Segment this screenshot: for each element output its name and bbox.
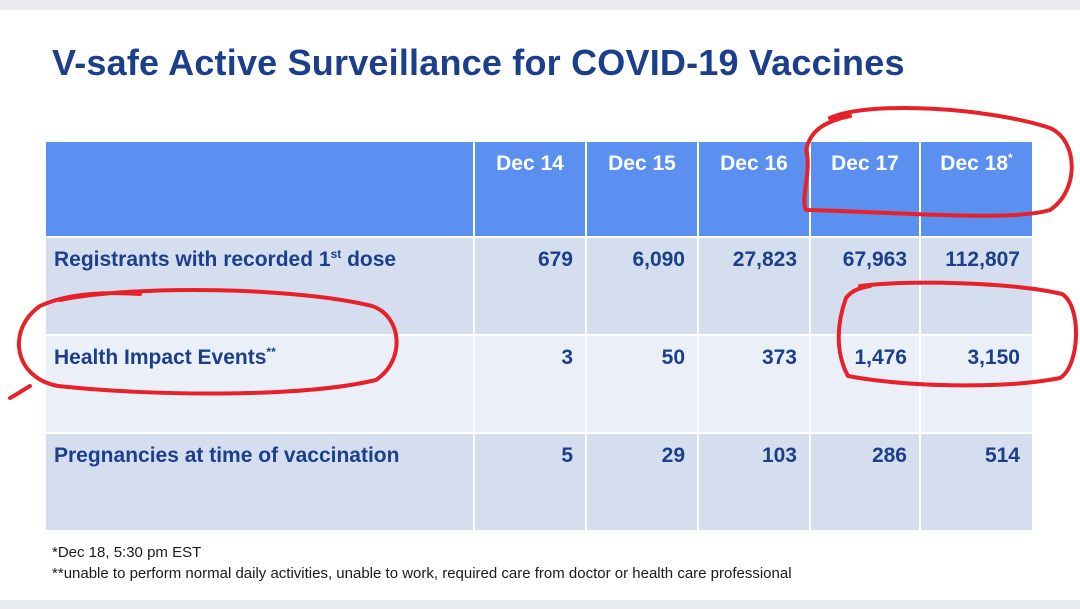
row-label-pregnancies: Pregnancies at time of vaccination — [46, 433, 475, 532]
header-corner-cell — [46, 142, 475, 238]
cell-pregnancies-dec-17: 286 — [810, 433, 921, 532]
cell-pregnancies-dec-16: 103 — [698, 433, 811, 532]
cell-registrants-dec-16: 27,823 — [698, 237, 811, 336]
row-pregnancies: Pregnancies at time of vaccination 5 29 … — [46, 433, 1032, 532]
cell-health-impact-dec-16: 373 — [698, 335, 811, 434]
cell-health-impact-dec-15: 50 — [586, 335, 699, 434]
cell-health-impact-dec-14: 3 — [474, 335, 587, 434]
header-dec-16: Dec 16 — [698, 142, 811, 238]
footnotes: *Dec 18, 5:30 pm EST **unable to perform… — [52, 542, 792, 584]
cell-registrants-dec-17: 67,963 — [810, 237, 921, 336]
header-row: Dec 14 Dec 15 Dec 16 Dec 17 Dec 18* — [46, 142, 1032, 238]
header-dec-14: Dec 14 — [474, 142, 587, 238]
slide: V-safe Active Surveillance for COVID-19 … — [0, 10, 1080, 600]
footnote-health-impact: **unable to perform normal daily activit… — [52, 565, 792, 582]
cell-health-impact-dec-17: 1,476 — [810, 335, 921, 434]
cell-registrants-dec-18: 112,807 — [920, 237, 1032, 336]
cell-registrants-dec-15: 6,090 — [586, 237, 699, 336]
cell-pregnancies-dec-14: 5 — [474, 433, 587, 532]
header-dec-15: Dec 15 — [586, 142, 699, 238]
row-label-registrants: Registrants with recorded 1st dose — [46, 237, 475, 336]
row-health-impact-events: Health Impact Events** 3 50 373 1,476 3,… — [46, 335, 1032, 434]
surveillance-table: Dec 14 Dec 15 Dec 16 Dec 17 Dec 18* Regi… — [46, 142, 1032, 532]
cell-registrants-dec-14: 679 — [474, 237, 587, 336]
row-label-health-impact-events: Health Impact Events** — [46, 335, 475, 434]
cell-health-impact-dec-18: 3,150 — [920, 335, 1032, 434]
slide-title: V-safe Active Surveillance for COVID-19 … — [52, 42, 905, 83]
header-dec-18: Dec 18* — [920, 142, 1032, 238]
footnote-dec-18: *Dec 18, 5:30 pm EST — [52, 544, 202, 561]
header-dec-17: Dec 17 — [810, 142, 921, 238]
cell-pregnancies-dec-15: 29 — [586, 433, 699, 532]
cell-pregnancies-dec-18: 514 — [920, 433, 1032, 532]
row-registrants: Registrants with recorded 1st dose 679 6… — [46, 237, 1032, 336]
